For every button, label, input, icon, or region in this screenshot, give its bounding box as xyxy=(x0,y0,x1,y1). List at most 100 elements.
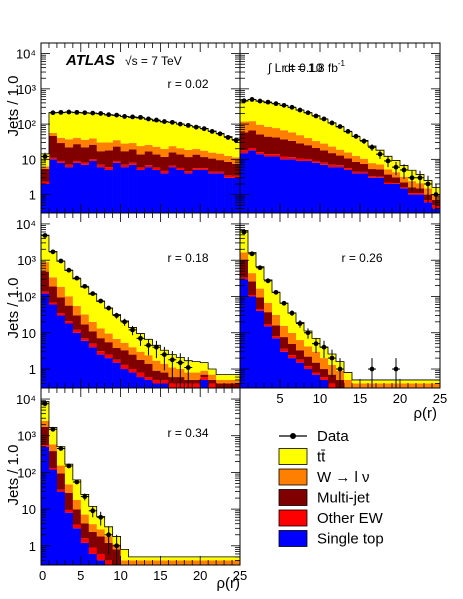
wjets-bar xyxy=(272,314,281,326)
ttbar-bar xyxy=(224,556,233,561)
otherew-bar xyxy=(128,369,137,373)
otherew-bar xyxy=(216,171,225,174)
wjets-bar xyxy=(352,155,361,162)
otherew-bar xyxy=(56,313,66,316)
wjets-bar xyxy=(192,372,201,380)
singletop-bar xyxy=(144,167,153,213)
otherew-bar xyxy=(88,547,98,554)
wjets-bar xyxy=(56,465,66,474)
ttbar-bar xyxy=(368,146,377,164)
wjets-bar xyxy=(104,142,113,151)
data-point xyxy=(265,99,271,105)
legend-swatch-ttbar xyxy=(278,448,308,465)
data-point xyxy=(74,275,80,281)
ttbar-bar xyxy=(240,230,249,253)
legend: Data tt̄ W → l ν Multi-jet Other EW Single to… xyxy=(278,428,384,548)
panel-frame xyxy=(239,212,441,389)
panel-plot-area xyxy=(240,97,440,213)
multijet-bar xyxy=(304,356,313,367)
data-point xyxy=(185,365,191,370)
wjets-bar xyxy=(328,146,337,154)
multijet-bar xyxy=(320,150,329,163)
wjets-bar xyxy=(224,560,233,565)
ttbar-bar xyxy=(216,556,225,561)
ttbar-bar xyxy=(216,133,225,154)
panel-r-label: r = 0.18 xyxy=(167,251,208,265)
singletop-bar xyxy=(200,379,209,388)
data-point xyxy=(90,110,96,116)
singletop-bar xyxy=(56,162,66,213)
singletop-bar xyxy=(312,374,321,388)
singletop-bar xyxy=(96,167,105,213)
multijet-bar xyxy=(56,143,66,161)
wjets-bar xyxy=(152,560,161,565)
multijet-bar xyxy=(192,379,201,384)
ttbar-bar xyxy=(224,136,233,156)
multijet-bar xyxy=(88,331,98,344)
wjets-bar xyxy=(224,379,233,384)
ttbar-bar xyxy=(176,123,185,149)
panel-frame xyxy=(40,387,241,566)
legend-swatch-singletop xyxy=(278,530,308,547)
data-point xyxy=(106,305,112,311)
wjets-bar xyxy=(152,360,161,371)
otherew-bar xyxy=(248,147,257,151)
singletop-bar xyxy=(312,162,321,213)
data-point xyxy=(313,341,319,347)
data-point xyxy=(50,426,56,432)
data-point xyxy=(377,151,383,157)
wjets-bar xyxy=(48,444,58,452)
wjets-bar xyxy=(376,164,385,170)
ttbar-bar xyxy=(41,401,50,421)
data-point xyxy=(154,117,159,123)
singletop-bar xyxy=(104,358,113,388)
otherew-bar xyxy=(48,157,58,160)
ttbar-bar xyxy=(352,136,361,156)
singletop-bar xyxy=(72,162,82,213)
otherew-bar xyxy=(240,150,249,154)
otherew-bar xyxy=(376,176,385,178)
multijet-bar xyxy=(112,146,121,161)
wjets-bar xyxy=(240,121,249,133)
ttbar-bar xyxy=(304,112,313,139)
multijet-bar xyxy=(336,155,345,166)
multijet-bar xyxy=(368,169,377,177)
wjets-bar xyxy=(136,560,145,565)
multijet-bar xyxy=(392,177,401,184)
ttbar-bar xyxy=(208,556,217,561)
singletop-bar xyxy=(64,512,74,565)
singletop-bar xyxy=(208,173,217,213)
data-point xyxy=(146,342,151,348)
otherew-bar xyxy=(240,277,249,280)
legend-data-marker xyxy=(290,433,296,439)
data-point xyxy=(393,164,399,170)
wjets-bar xyxy=(192,560,201,565)
data-point xyxy=(289,104,295,110)
otherew-bar xyxy=(304,159,313,161)
ttbar-bar xyxy=(104,115,113,143)
data-point xyxy=(82,283,88,289)
ttbar-bar xyxy=(232,556,240,561)
legend-label-otherew: Other EW xyxy=(317,510,384,527)
ttbar-bar xyxy=(280,303,289,326)
otherew-bar xyxy=(96,351,105,355)
ttbar-bar xyxy=(248,252,257,274)
multijet-bar xyxy=(328,374,337,384)
data-point xyxy=(146,116,151,122)
ttbar-bar xyxy=(72,278,82,306)
otherew-bar xyxy=(41,445,50,447)
otherew-bar xyxy=(328,383,337,388)
otherew-bar xyxy=(288,355,297,359)
data-point xyxy=(257,265,263,271)
wjets-bar xyxy=(216,153,225,161)
wjets-bar xyxy=(320,143,329,151)
ttbar-bar xyxy=(64,270,74,297)
ttbar-bar xyxy=(192,361,201,373)
multijet-bar xyxy=(120,350,129,365)
singletop-bar xyxy=(48,469,58,565)
otherew-bar xyxy=(392,183,401,184)
ttbar-bar xyxy=(408,379,417,384)
wjets-bar xyxy=(208,152,217,159)
otherew-bar xyxy=(296,158,305,161)
wjets-bar xyxy=(240,252,249,260)
